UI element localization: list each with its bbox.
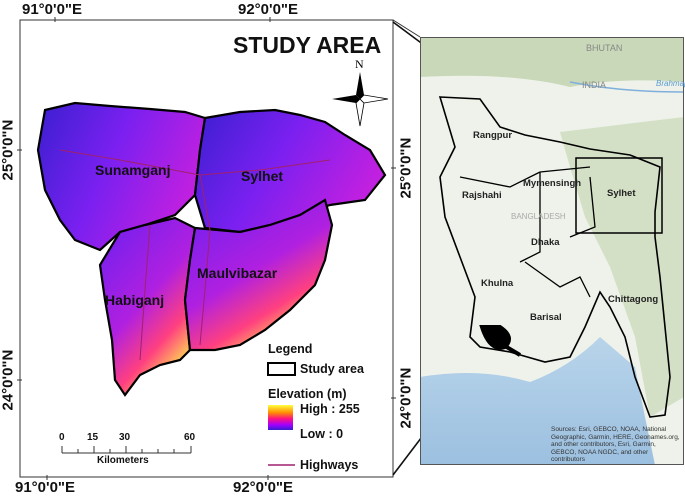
river-label: Brahmaputra	[656, 79, 685, 88]
top-tick-91e: 91°0'0"E	[22, 1, 83, 18]
inset-map	[420, 37, 684, 465]
district-sunamganj-area	[36, 101, 207, 252]
district-label-habiganj: Habiganj	[105, 292, 165, 308]
north-arrow-icon	[332, 72, 389, 127]
scale-tick-15: 15	[87, 432, 99, 443]
scale-unit: Kilometers	[97, 455, 149, 466]
bottom-tick-91e: 91°0'0"E	[15, 479, 76, 496]
highway	[199, 174, 211, 346]
highway	[139, 224, 151, 361]
legend-elevation-title: Elevation (m)	[268, 387, 347, 401]
legend-highways-label: Highways	[300, 458, 359, 472]
country-label-bhutan: BHUTAN	[586, 43, 623, 53]
scale-tick-0: 0	[59, 432, 65, 443]
legend-elevation-high: High : 255	[300, 402, 360, 416]
legend-study-area-label: Study area	[300, 362, 364, 376]
bottom-tick-92e: 92°0'0"E	[233, 479, 294, 496]
country-label-bangladesh: BANGLADESH	[511, 212, 566, 221]
scale-bar	[61, 446, 192, 454]
legend-title: Legend	[268, 342, 313, 356]
district-habiganj-area	[98, 216, 197, 397]
district-sylhet-area	[193, 108, 387, 234]
division-label-rangpur: Rangpur	[473, 130, 513, 141]
division-label-barisal: Barisal	[530, 312, 562, 323]
legend-study-area-swatch	[267, 362, 296, 376]
north-label: N	[355, 57, 364, 71]
main-map-frame	[19, 19, 394, 478]
division-label-sylhet: Sylhet	[607, 188, 636, 199]
district-label-sylhet: Sylhet	[241, 168, 284, 184]
division-label-dhaka: Dhaka	[531, 237, 560, 248]
district-label-maulvibazar: Maulvibazar	[197, 265, 278, 281]
legend-elevation-ramp	[268, 405, 293, 430]
sundarbans-coast	[479, 325, 522, 357]
division-label-khulna: Khulna	[481, 278, 514, 289]
bangladesh-boundary	[438, 96, 671, 418]
study-area-extent-box	[575, 157, 663, 234]
division-label-chittagong: Chittagong	[608, 294, 659, 305]
top-tick-92e: 92°0'0"E	[238, 1, 299, 18]
scale-tick-30: 30	[119, 432, 131, 443]
district-maulvibazar-area	[183, 198, 334, 352]
division-boundaries	[459, 166, 596, 298]
legend-elevation-low: Low : 0	[300, 427, 344, 441]
bay-of-bengal	[420, 337, 655, 465]
scale-tick-60: 60	[184, 432, 196, 443]
district-label-sunamganj: Sunamganj	[95, 162, 171, 178]
division-label-mymensingh: Mymensingh	[523, 178, 582, 189]
country-label-india: INDIA	[582, 80, 607, 90]
map-title: STUDY AREA	[233, 32, 382, 58]
map-attribution: Sources: Esri, GEBCO, NOAA, National Geo…	[551, 426, 680, 463]
division-label-rajshahi: Rajshahi	[462, 190, 502, 201]
